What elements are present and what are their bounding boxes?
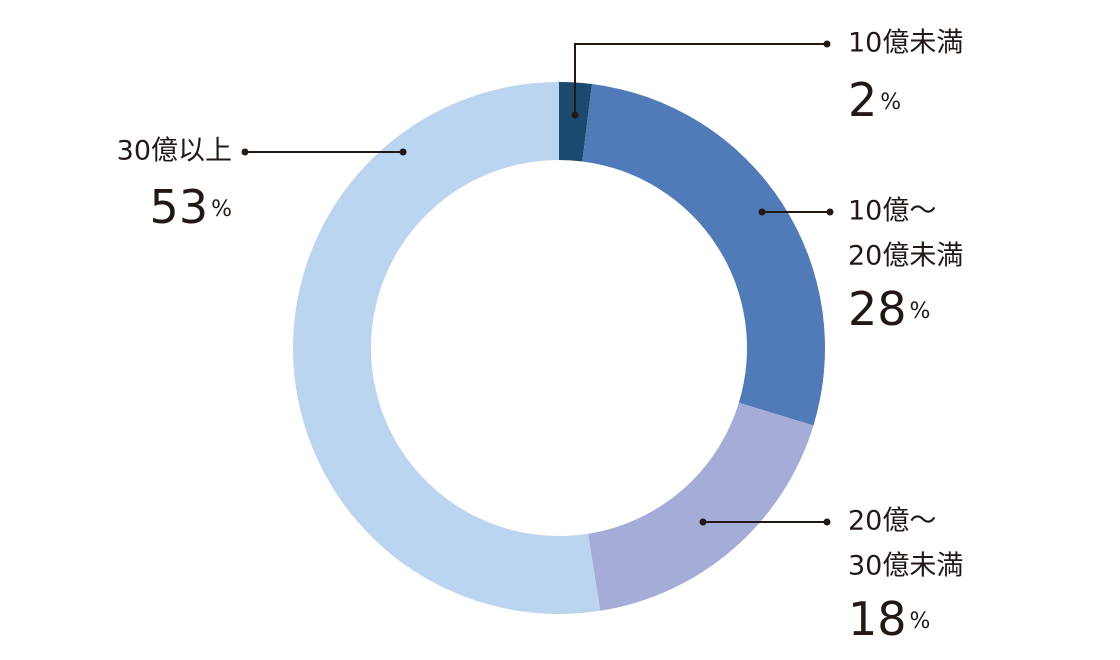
category-label: 10億〜: [848, 196, 936, 227]
value-number: 53: [150, 180, 209, 234]
value-number: 28: [848, 282, 907, 336]
category-label: 20億〜: [848, 506, 936, 537]
leader-dot: [823, 518, 831, 526]
donut-slice: [588, 402, 814, 611]
leader-dot: [826, 208, 834, 216]
value-unit: %: [910, 299, 931, 324]
value-unit: %: [880, 90, 901, 115]
category-label: 30億未満: [848, 551, 963, 582]
value-label: 18%: [848, 592, 930, 646]
donut-slice: [582, 84, 825, 426]
value-unit: %: [910, 609, 931, 634]
value-number: 2: [848, 73, 877, 127]
leader-dot: [241, 148, 249, 156]
donut-slice: [293, 82, 601, 614]
value-label: 28%: [848, 282, 930, 336]
leader-dot: [758, 208, 766, 216]
leader-line: [574, 43, 827, 115]
leader-dot: [823, 40, 831, 48]
leader-dot: [399, 148, 407, 156]
value-number: 18: [848, 592, 907, 646]
value-unit: %: [211, 197, 232, 222]
category-label: 30億以上: [117, 136, 232, 167]
value-label: 2%: [848, 73, 901, 127]
donut-slice: [559, 82, 593, 162]
category-label: 20億未満: [848, 241, 963, 272]
leader-dot: [571, 111, 579, 119]
category-label: 10億未満: [848, 28, 963, 59]
leader-dot: [699, 518, 707, 526]
value-label: 53%: [150, 180, 232, 234]
